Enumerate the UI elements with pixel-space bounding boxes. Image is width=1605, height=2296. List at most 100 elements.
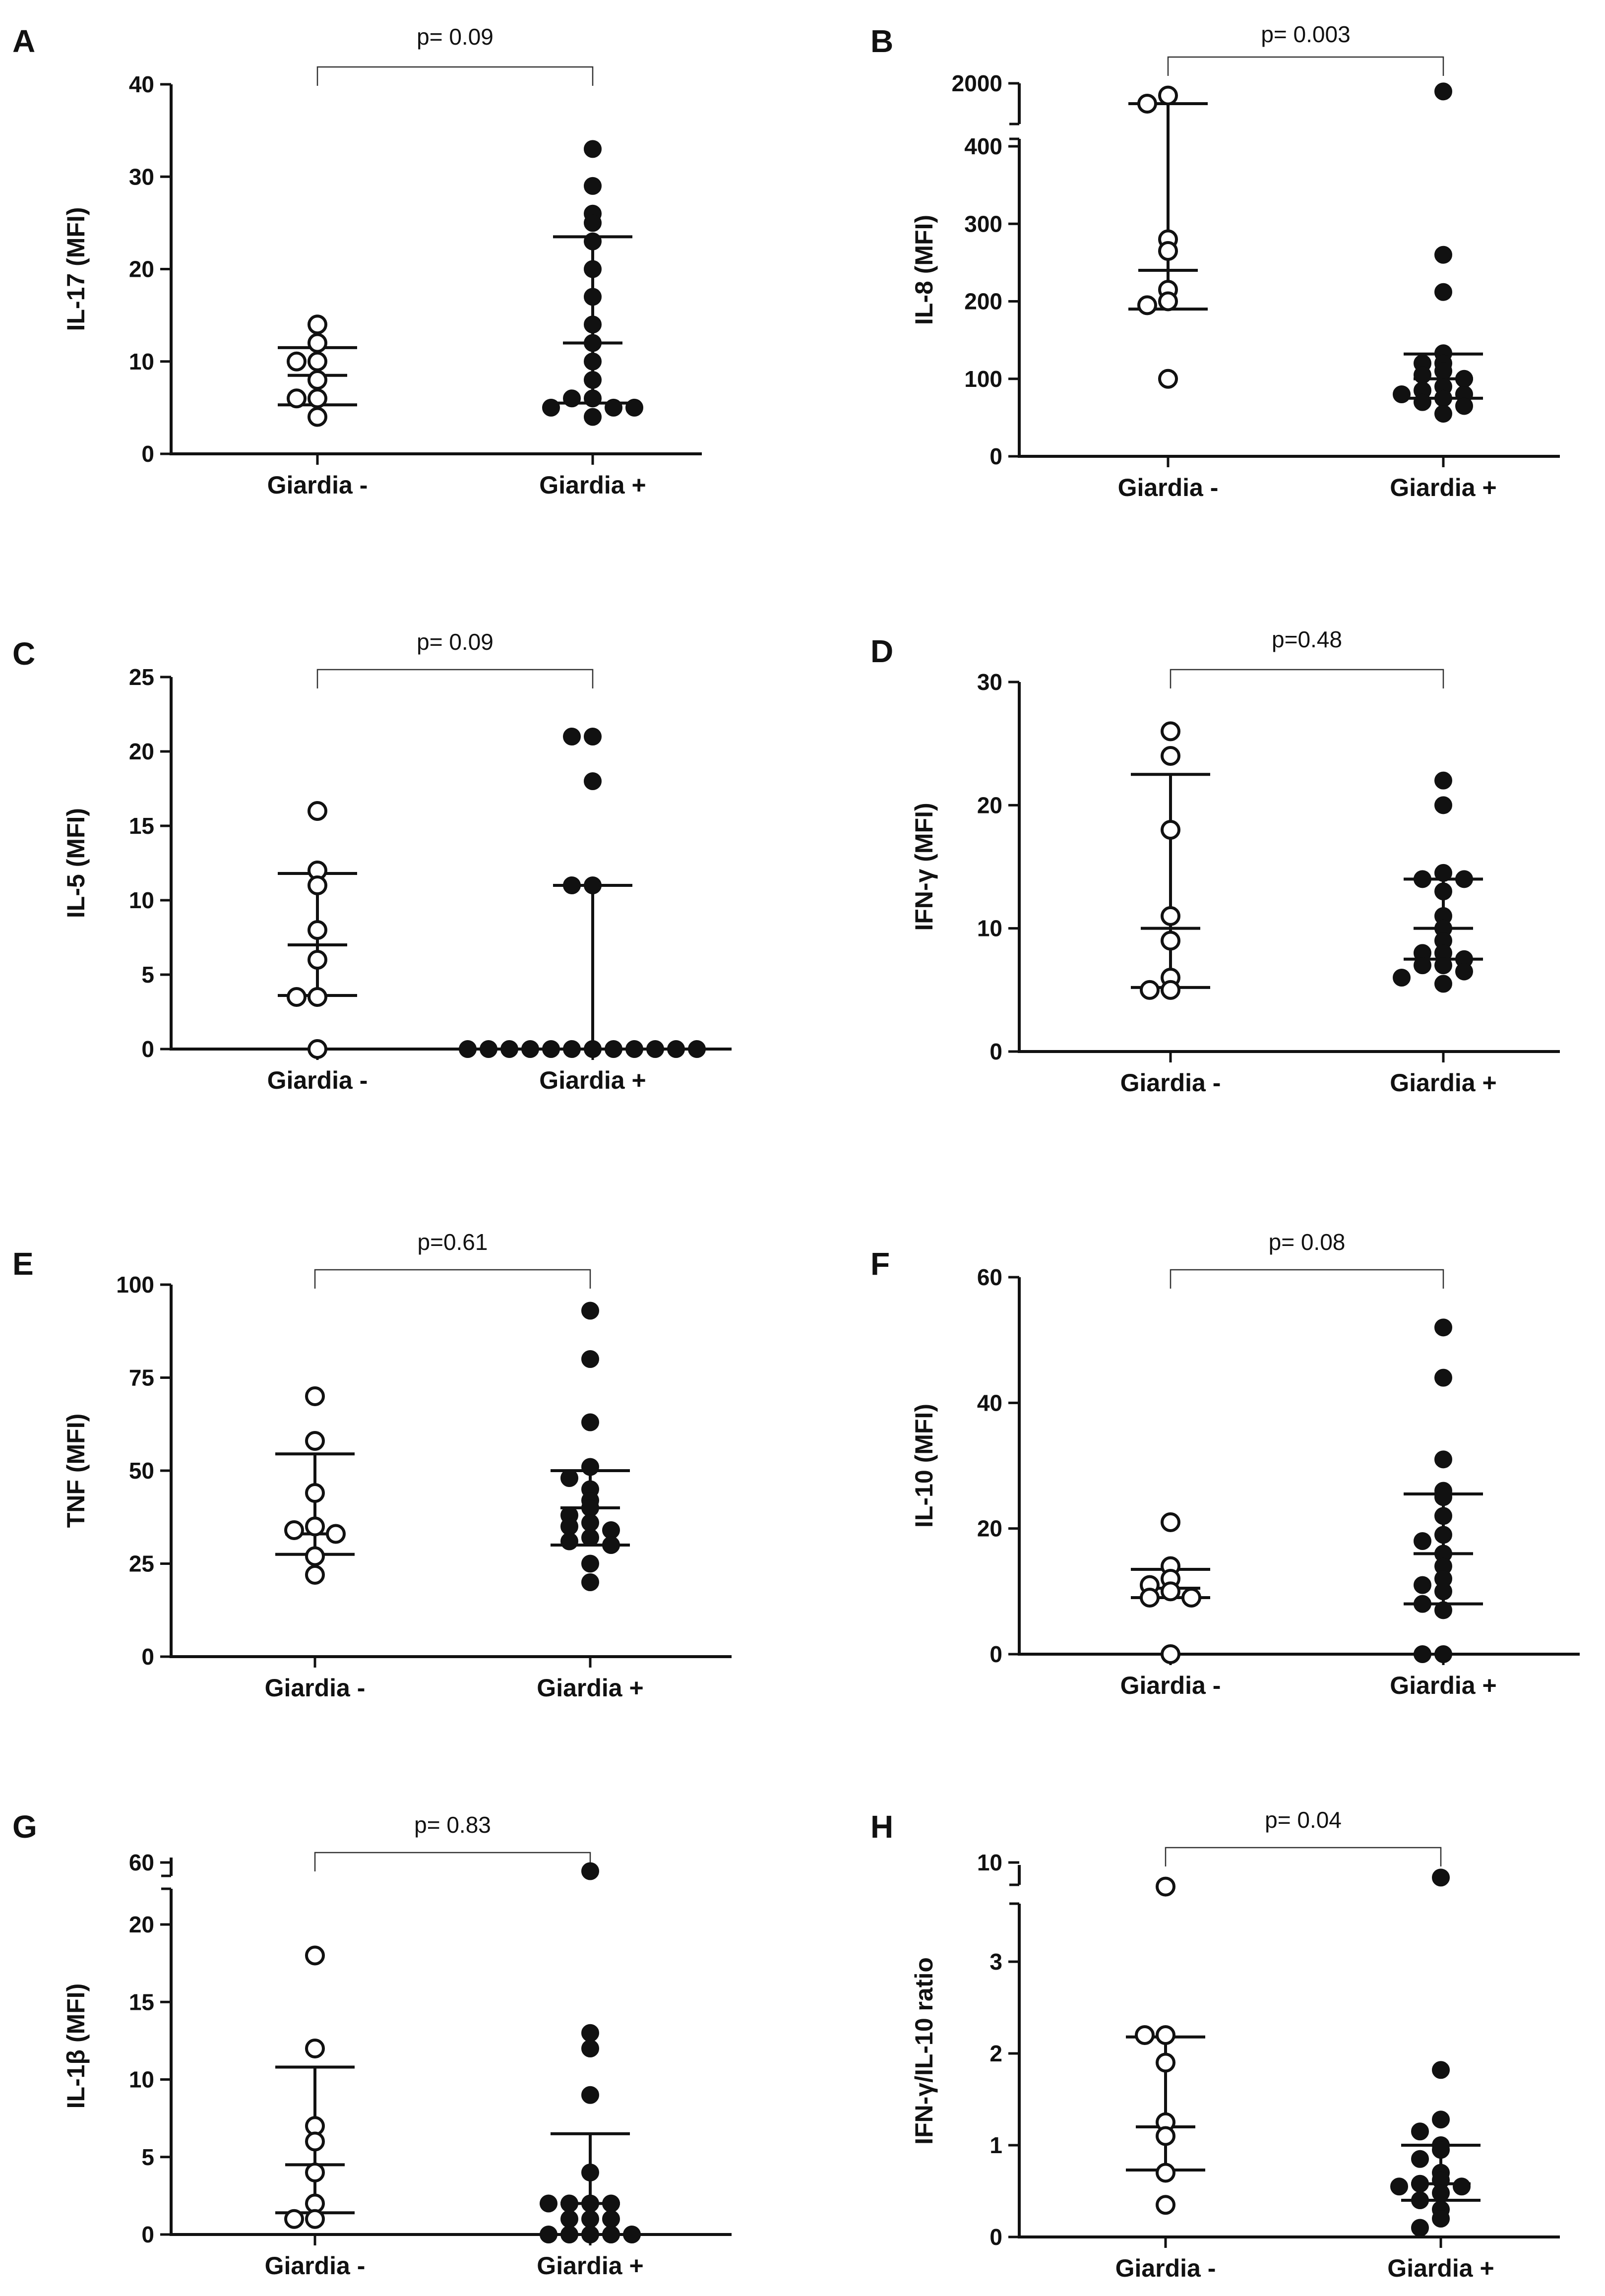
data-point-giardia-neg bbox=[1140, 1588, 1160, 1608]
data-point-giardia-pos bbox=[1434, 1488, 1452, 1506]
y-tick-label: 2 bbox=[989, 2041, 1002, 2066]
data-point-giardia-pos bbox=[521, 1040, 539, 1058]
y-tick-label: 10 bbox=[129, 349, 154, 374]
data-point-giardia-pos bbox=[584, 371, 602, 389]
x-category-label: Giardia + bbox=[537, 1674, 643, 1702]
data-point-giardia-pos bbox=[1432, 2184, 1450, 2202]
data-point-giardia-neg bbox=[1156, 2195, 1175, 2215]
data-point-giardia-neg bbox=[1161, 931, 1180, 951]
data-point-giardia-pos bbox=[688, 1040, 706, 1058]
panel-b: B 0 100 200 300 400 2000 IL-8 (MFI) Giardia - Gia… bbox=[870, 21, 1560, 501]
panel-d: D 0 10 20 30 IFN-γ (MFI) Giardia - Giardia + p=0… bbox=[870, 626, 1560, 1097]
data-point-giardia-neg bbox=[1158, 85, 1178, 106]
data-point-giardia-neg bbox=[308, 875, 327, 895]
y-tick-label: 15 bbox=[129, 1989, 154, 2015]
data-point-giardia-pos bbox=[1432, 2061, 1450, 2079]
data-point-giardia-neg bbox=[308, 987, 327, 1007]
data-point-giardia-pos bbox=[542, 398, 560, 417]
y-tick-label: 0 bbox=[141, 2222, 154, 2247]
data-point-giardia-pos bbox=[1434, 1507, 1452, 1525]
data-point-giardia-neg bbox=[305, 2209, 325, 2229]
data-point-giardia-pos bbox=[1432, 2110, 1450, 2129]
data-point-giardia-pos bbox=[1411, 2191, 1429, 2209]
data-point-giardia-pos bbox=[480, 1040, 497, 1058]
p-value-label: p= 0.08 bbox=[1269, 1229, 1346, 1255]
data-point-giardia-neg bbox=[1161, 980, 1180, 1000]
x-category-label: Giardia - bbox=[1115, 2254, 1216, 2282]
data-point-giardia-neg bbox=[284, 2209, 304, 2229]
data-point-giardia-pos bbox=[625, 1040, 643, 1058]
data-point-giardia-neg bbox=[1156, 2052, 1175, 2073]
data-point-giardia-pos bbox=[1414, 1645, 1431, 1663]
data-point-giardia-pos bbox=[1434, 796, 1452, 814]
y-tick-label: 20 bbox=[129, 739, 154, 764]
data-point-giardia-pos bbox=[1455, 870, 1473, 888]
data-point-giardia-pos bbox=[602, 1536, 620, 1554]
data-point-giardia-pos bbox=[1434, 246, 1452, 264]
data-point-giardia-pos bbox=[605, 1040, 622, 1058]
data-point-giardia-pos bbox=[584, 352, 602, 371]
data-point-giardia-neg bbox=[1158, 291, 1178, 311]
data-point-giardia-pos bbox=[584, 334, 602, 352]
data-point-giardia-pos bbox=[581, 1302, 599, 1320]
data-point-giardia-pos bbox=[581, 1862, 599, 1880]
data-point-giardia-pos bbox=[602, 2194, 620, 2213]
p-value-label: p= 0.04 bbox=[1265, 1807, 1342, 1833]
data-point-giardia-pos bbox=[1434, 882, 1452, 901]
p-value-label: p= 0.003 bbox=[1261, 21, 1350, 47]
y-tick-label: 15 bbox=[129, 813, 154, 839]
y-tick-label: 3 bbox=[989, 1949, 1002, 1975]
data-point-giardia-neg bbox=[305, 1565, 325, 1585]
data-point-giardia-neg bbox=[1161, 721, 1180, 742]
y-tick-label: 0 bbox=[141, 441, 154, 467]
y-tick-label: 10 bbox=[129, 887, 154, 913]
panel-letter: D bbox=[870, 633, 893, 669]
data-point-giardia-pos bbox=[1390, 2177, 1408, 2196]
y-tick-label: 20 bbox=[129, 1912, 154, 1937]
y-tick-label: 50 bbox=[129, 1458, 154, 1484]
x-category-label: Giardia + bbox=[539, 1066, 646, 1094]
significance-bracket bbox=[1170, 1269, 1444, 1289]
x-category-label: Giardia - bbox=[1118, 474, 1219, 501]
p-value-label: p= 0.83 bbox=[414, 1812, 491, 1838]
x-category-label: Giardia + bbox=[1390, 474, 1496, 501]
panel-h: H 0 1 2 3 10 IFN-γ/IL-10 ratio Giardia - Giardia… bbox=[870, 1807, 1560, 2282]
data-point-giardia-pos bbox=[1414, 366, 1431, 384]
x-category-label: Giardia + bbox=[1390, 1069, 1496, 1097]
data-point-giardia-pos bbox=[560, 1532, 578, 1551]
data-point-giardia-neg bbox=[1158, 369, 1178, 389]
data-point-giardia-pos bbox=[1434, 1645, 1452, 1663]
data-point-giardia-neg bbox=[305, 2039, 325, 2058]
data-point-giardia-pos bbox=[1414, 1595, 1431, 1613]
data-point-giardia-pos bbox=[1434, 362, 1452, 380]
significance-bracket bbox=[1170, 669, 1444, 688]
y-tick-label: 30 bbox=[977, 669, 1002, 695]
data-point-giardia-pos bbox=[563, 389, 581, 408]
y-tick-label: 25 bbox=[129, 1551, 154, 1577]
data-point-giardia-pos bbox=[584, 728, 602, 745]
data-point-giardia-pos bbox=[602, 1521, 620, 1539]
data-point-giardia-pos bbox=[1453, 2177, 1471, 2196]
data-point-giardia-pos bbox=[581, 2164, 599, 2181]
data-point-giardia-pos bbox=[1434, 1368, 1452, 1387]
y-tick-label: 20 bbox=[129, 256, 154, 282]
data-point-giardia-pos bbox=[667, 1040, 685, 1058]
data-point-giardia-pos bbox=[1414, 1532, 1431, 1550]
y-axis-label: IL-17 (MFI) bbox=[62, 207, 90, 331]
data-point-giardia-pos bbox=[581, 2086, 599, 2104]
data-point-giardia-pos bbox=[584, 260, 602, 278]
data-point-giardia-neg bbox=[305, 1483, 325, 1503]
data-point-giardia-neg bbox=[308, 388, 327, 409]
data-point-giardia-pos bbox=[560, 2210, 578, 2228]
data-point-giardia-neg bbox=[305, 2163, 325, 2182]
data-point-giardia-pos bbox=[560, 2194, 578, 2213]
data-point-giardia-neg bbox=[305, 1431, 325, 1451]
data-point-giardia-pos bbox=[1455, 397, 1473, 415]
y-tick-label: 40 bbox=[129, 71, 154, 97]
data-point-giardia-pos bbox=[584, 140, 602, 158]
data-point-giardia-neg bbox=[305, 1945, 325, 1966]
data-point-giardia-neg bbox=[1161, 820, 1180, 840]
panel-letter: E bbox=[12, 1246, 34, 1282]
y-axis-label: IL-5 (MFI) bbox=[62, 808, 90, 918]
data-point-giardia-neg bbox=[308, 333, 327, 353]
